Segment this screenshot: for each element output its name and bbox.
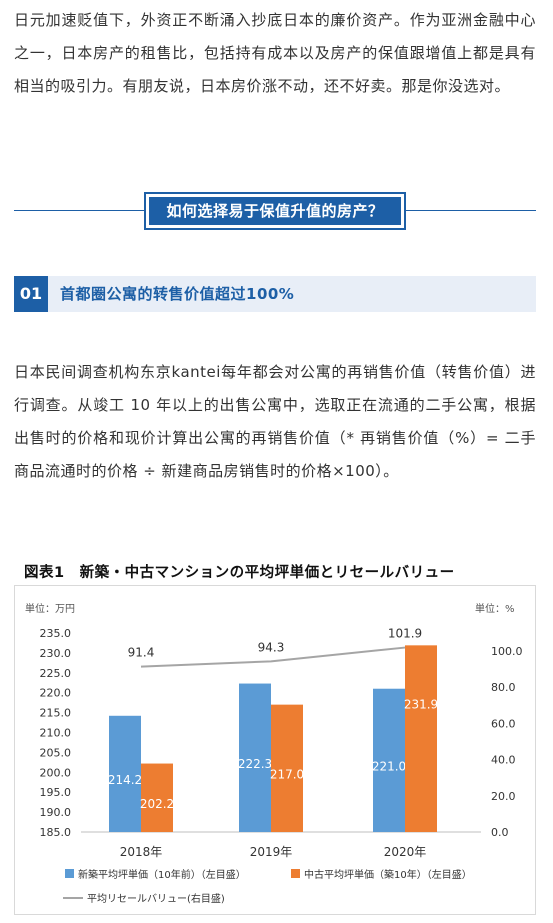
line-value-label: 94.3 <box>258 640 285 654</box>
resale-value-chart: 単位：万円 単位：% 185.0 190.0 195.0 200.0 205.0 210.0 2… <box>25 602 523 905</box>
legend-label-new: 新築平均坪単価（10年前）（左目盛） <box>78 868 246 881</box>
right-tick-label: 20.0 <box>491 790 516 803</box>
x-tick-label: 2020年 <box>384 845 427 859</box>
resale-value-line <box>140 646 406 668</box>
x-tick-label: 2018年 <box>120 845 163 859</box>
legend-label-line: 平均リセールバリュー(右目盛) <box>87 892 225 905</box>
right-tick-label: 80.0 <box>491 681 516 694</box>
bar-used <box>141 763 173 832</box>
right-axis-unit: 単位：% <box>475 602 515 615</box>
section-heading-box: 如何选择易于保值升值的房产？ <box>144 192 406 230</box>
left-tick-label: 200.0 <box>40 766 72 779</box>
left-tick-label: 210.0 <box>40 727 72 740</box>
bar-new <box>239 683 271 832</box>
line-value-label: 91.4 <box>128 646 155 660</box>
bar-value-label: 222.3 <box>238 757 272 771</box>
legend-swatch-new <box>65 869 74 878</box>
bar-used <box>271 704 303 832</box>
right-tick-label: 60.0 <box>491 717 516 730</box>
left-tick-label: 220.0 <box>40 687 72 700</box>
right-tick-label: 100.0 <box>491 645 523 658</box>
bar-value-label: 202.2 <box>140 797 174 811</box>
bar-value-label: 231.9 <box>404 698 438 712</box>
x-tick-label: 2019年 <box>250 845 293 859</box>
bar-new <box>373 688 405 832</box>
bar-value-label: 221.0 <box>372 759 406 773</box>
legend-label-used: 中古平均坪単価（築10年）（左目盛） <box>304 868 472 881</box>
bar-value-label: 217.0 <box>270 767 304 781</box>
intro-paragraph: 日元加速贬值下，外资正不断涌入抄底日本的廉价资产。作为亚洲金融中心之一，日本房产… <box>14 11 536 95</box>
left-tick-label: 205.0 <box>40 746 72 759</box>
left-tick-label: 190.0 <box>40 806 72 819</box>
bar-value-label: 214.2 <box>108 773 142 787</box>
left-tick-label: 225.0 <box>40 667 72 680</box>
bar-new <box>109 715 141 832</box>
left-tick-label: 195.0 <box>40 786 72 799</box>
chart-frame: 単位：万円 単位：% 185.0 190.0 195.0 200.0 205.0 210.0 2… <box>14 585 536 915</box>
right-tick-label: 0.0 <box>491 826 509 839</box>
chart-title: 図表1 新築・中古マンションの平均坪単価とリセールバリュー <box>24 565 455 581</box>
left-tick-label: 230.0 <box>40 647 72 660</box>
subsection-bar: 01 首都圈公寓的转售价值超过100% <box>14 276 536 312</box>
right-tick-label: 40.0 <box>491 754 516 767</box>
section-heading: 如何选择易于保值升值的房产？ <box>149 197 401 225</box>
left-axis-unit: 単位：万円 <box>25 602 75 615</box>
line-value-label: 101.9 <box>388 627 422 641</box>
bar-used <box>405 645 437 832</box>
left-tick-label: 235.0 <box>40 627 72 640</box>
left-tick-label: 185.0 <box>40 826 72 839</box>
legend-swatch-used <box>291 869 300 878</box>
subsection-number: 01 <box>14 276 48 312</box>
left-tick-label: 215.0 <box>40 707 72 720</box>
survey-paragraph: 日本民间调查机构东京kantei每年都会对公寓的再销售价值（转售价值）进行调查。… <box>14 363 536 480</box>
subsection-title: 首都圈公寓的转售价值超过100% <box>60 285 295 303</box>
